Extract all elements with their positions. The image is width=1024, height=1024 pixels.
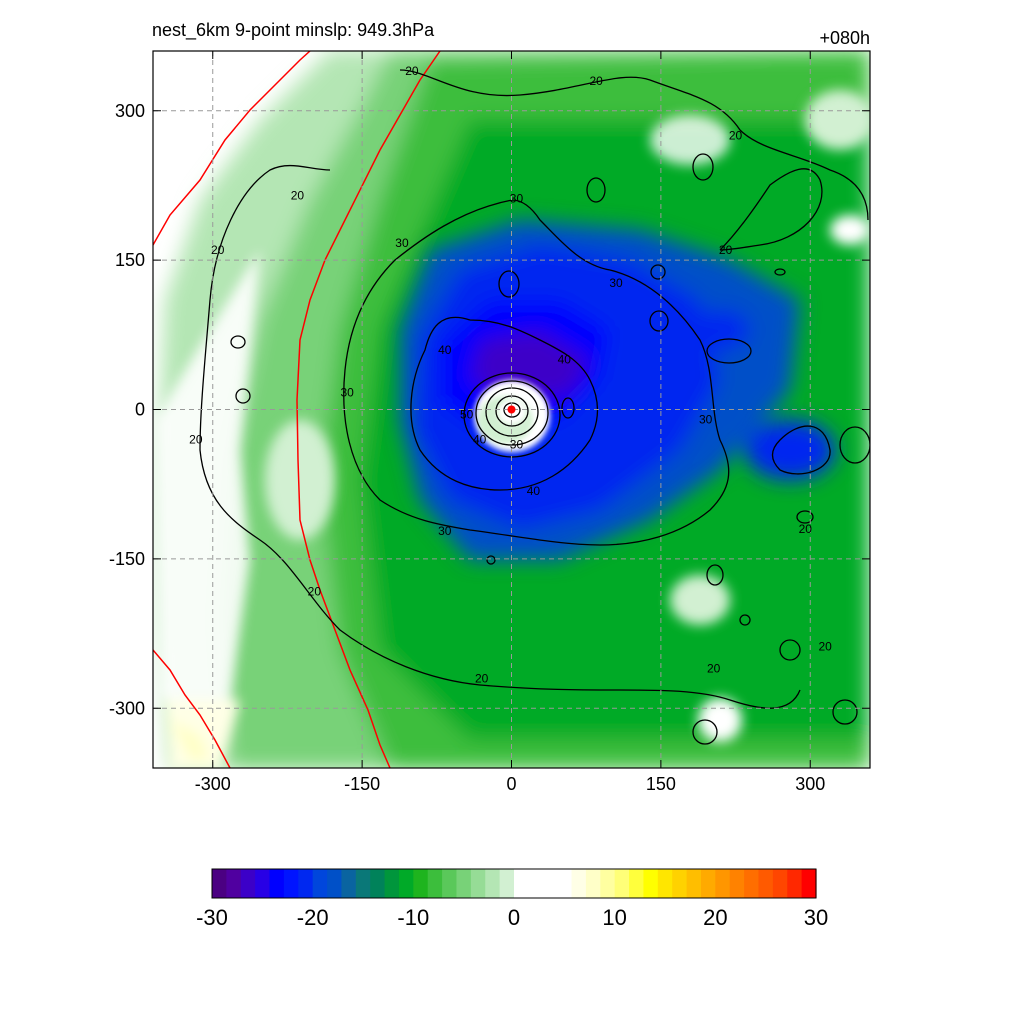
colorbar-swatch (542, 869, 558, 898)
colorbar-swatch (729, 869, 745, 898)
contour-label: 20 (475, 671, 489, 685)
colorbar-tick-label: 20 (703, 905, 727, 930)
colorbar-swatch (715, 869, 731, 898)
colorbar-swatch (485, 869, 501, 898)
colorbar-tick-label: 10 (602, 905, 626, 930)
forecast-hour-label: +080h (819, 28, 870, 48)
storm-center-marker (507, 405, 516, 414)
colorbar-swatch (528, 869, 544, 898)
colorbar-tick-label: -30 (196, 905, 228, 930)
colorbar-swatch (370, 869, 386, 898)
x-tick-label: 300 (795, 774, 825, 794)
contour-label: 40 (558, 353, 572, 367)
colorbar-swatch (298, 869, 314, 898)
contour-label: 30 (609, 276, 623, 290)
colorbar-swatch (341, 869, 357, 898)
storm-center-dot (507, 405, 516, 414)
contour-label: 30 (510, 437, 524, 451)
contour-label: 20 (308, 585, 322, 599)
contour-label: 30 (395, 236, 409, 250)
colorbar-swatch (700, 869, 716, 898)
contour-label: 40 (527, 484, 541, 498)
contour-label: 20 (211, 243, 225, 257)
contour-label: 20 (819, 640, 833, 654)
colorbar-swatch (499, 869, 515, 898)
colorbar-swatch (470, 869, 486, 898)
colorbar-tick-label: -20 (297, 905, 329, 930)
colorbar-swatch (269, 869, 285, 898)
colorbar-swatch (226, 869, 242, 898)
contour-label: 30 (341, 386, 355, 400)
colorbar-swatch (600, 869, 616, 898)
colorbar-swatch (255, 869, 271, 898)
colorbar-swatch (614, 869, 630, 898)
contour-label: 50 (460, 407, 474, 421)
colorbar-swatch (787, 869, 803, 898)
contour-label: 30 (699, 412, 713, 426)
colorbar-tick-label: -10 (397, 905, 429, 930)
y-axis: 300 150 0 -150 -300 (109, 101, 870, 718)
colorbar-swatch (772, 869, 788, 898)
colorbar-swatch (312, 869, 328, 898)
colorbar-swatch (456, 869, 472, 898)
colorbar-frame (211, 868, 817, 899)
x-tick-label: -300 (195, 774, 231, 794)
colorbar-swatch (355, 869, 371, 898)
colorbar-swatch (240, 869, 256, 898)
y-tick-label: -300 (109, 698, 145, 718)
colorbar-swatch (327, 869, 343, 898)
contour-label: 20 (719, 243, 733, 257)
contour-label: 20 (707, 661, 721, 675)
contour-label: 20 (589, 74, 603, 88)
x-tick-label: -150 (344, 774, 380, 794)
colorbar-swatch (744, 869, 760, 898)
contour-label: 20 (405, 64, 419, 78)
colorbar-swatch (212, 869, 227, 898)
chart-title: nest_6km 9-point minslp: 949.3hPa (152, 20, 435, 40)
x-tick-label: 150 (646, 774, 676, 794)
contour-label: 30 (510, 191, 524, 205)
gridlines (153, 51, 870, 768)
colorbar-swatch (557, 869, 573, 898)
contour-label: 40 (473, 432, 487, 446)
colorbar-swatch (442, 869, 458, 898)
colorbar-swatch (629, 869, 645, 898)
colorbar-swatch (672, 869, 688, 898)
colorbar-swatch (585, 869, 601, 898)
colorbar-swatch (398, 869, 414, 898)
contour-labels: 20 20 20 20 20 20 20 20 20 20 20 20 30 30 30 30 30 30 30 40… (189, 64, 833, 685)
contour-label: 30 (438, 524, 452, 538)
colorbar: -30 -20 -10 0 10 20 30 (196, 868, 828, 930)
colorbar-tick-label: 0 (508, 905, 520, 930)
colorbar-tick-label: 30 (804, 905, 828, 930)
colorbar-swatch (283, 869, 299, 898)
contour-lines (199, 69, 870, 745)
colorbar-swatch (686, 869, 702, 898)
contour-label: 20 (729, 129, 743, 143)
x-tick-label: 0 (506, 774, 516, 794)
contour-label: 20 (291, 188, 305, 202)
colorbar-swatch (758, 869, 774, 898)
y-tick-label: 150 (115, 250, 145, 270)
colorbar-swatch (801, 869, 817, 898)
colorbar-swatch (657, 869, 673, 898)
colorbar-swatch (427, 869, 443, 898)
y-tick-label: -150 (109, 549, 145, 569)
y-tick-label: 0 (135, 400, 145, 420)
colorbar-swatch (384, 869, 400, 898)
y-tick-label: 300 (115, 101, 145, 121)
colorbar-swatch (413, 869, 429, 898)
x-axis: -300 -150 0 150 300 (195, 51, 825, 794)
colorbar-swatch (571, 869, 587, 898)
contour-label: 20 (799, 522, 813, 536)
contour-label: 40 (438, 343, 452, 357)
nest-boundary-lines (153, 51, 441, 768)
colorbar-swatch (514, 869, 529, 898)
colorbar-swatch (643, 869, 659, 898)
contour-label: 20 (189, 432, 203, 446)
